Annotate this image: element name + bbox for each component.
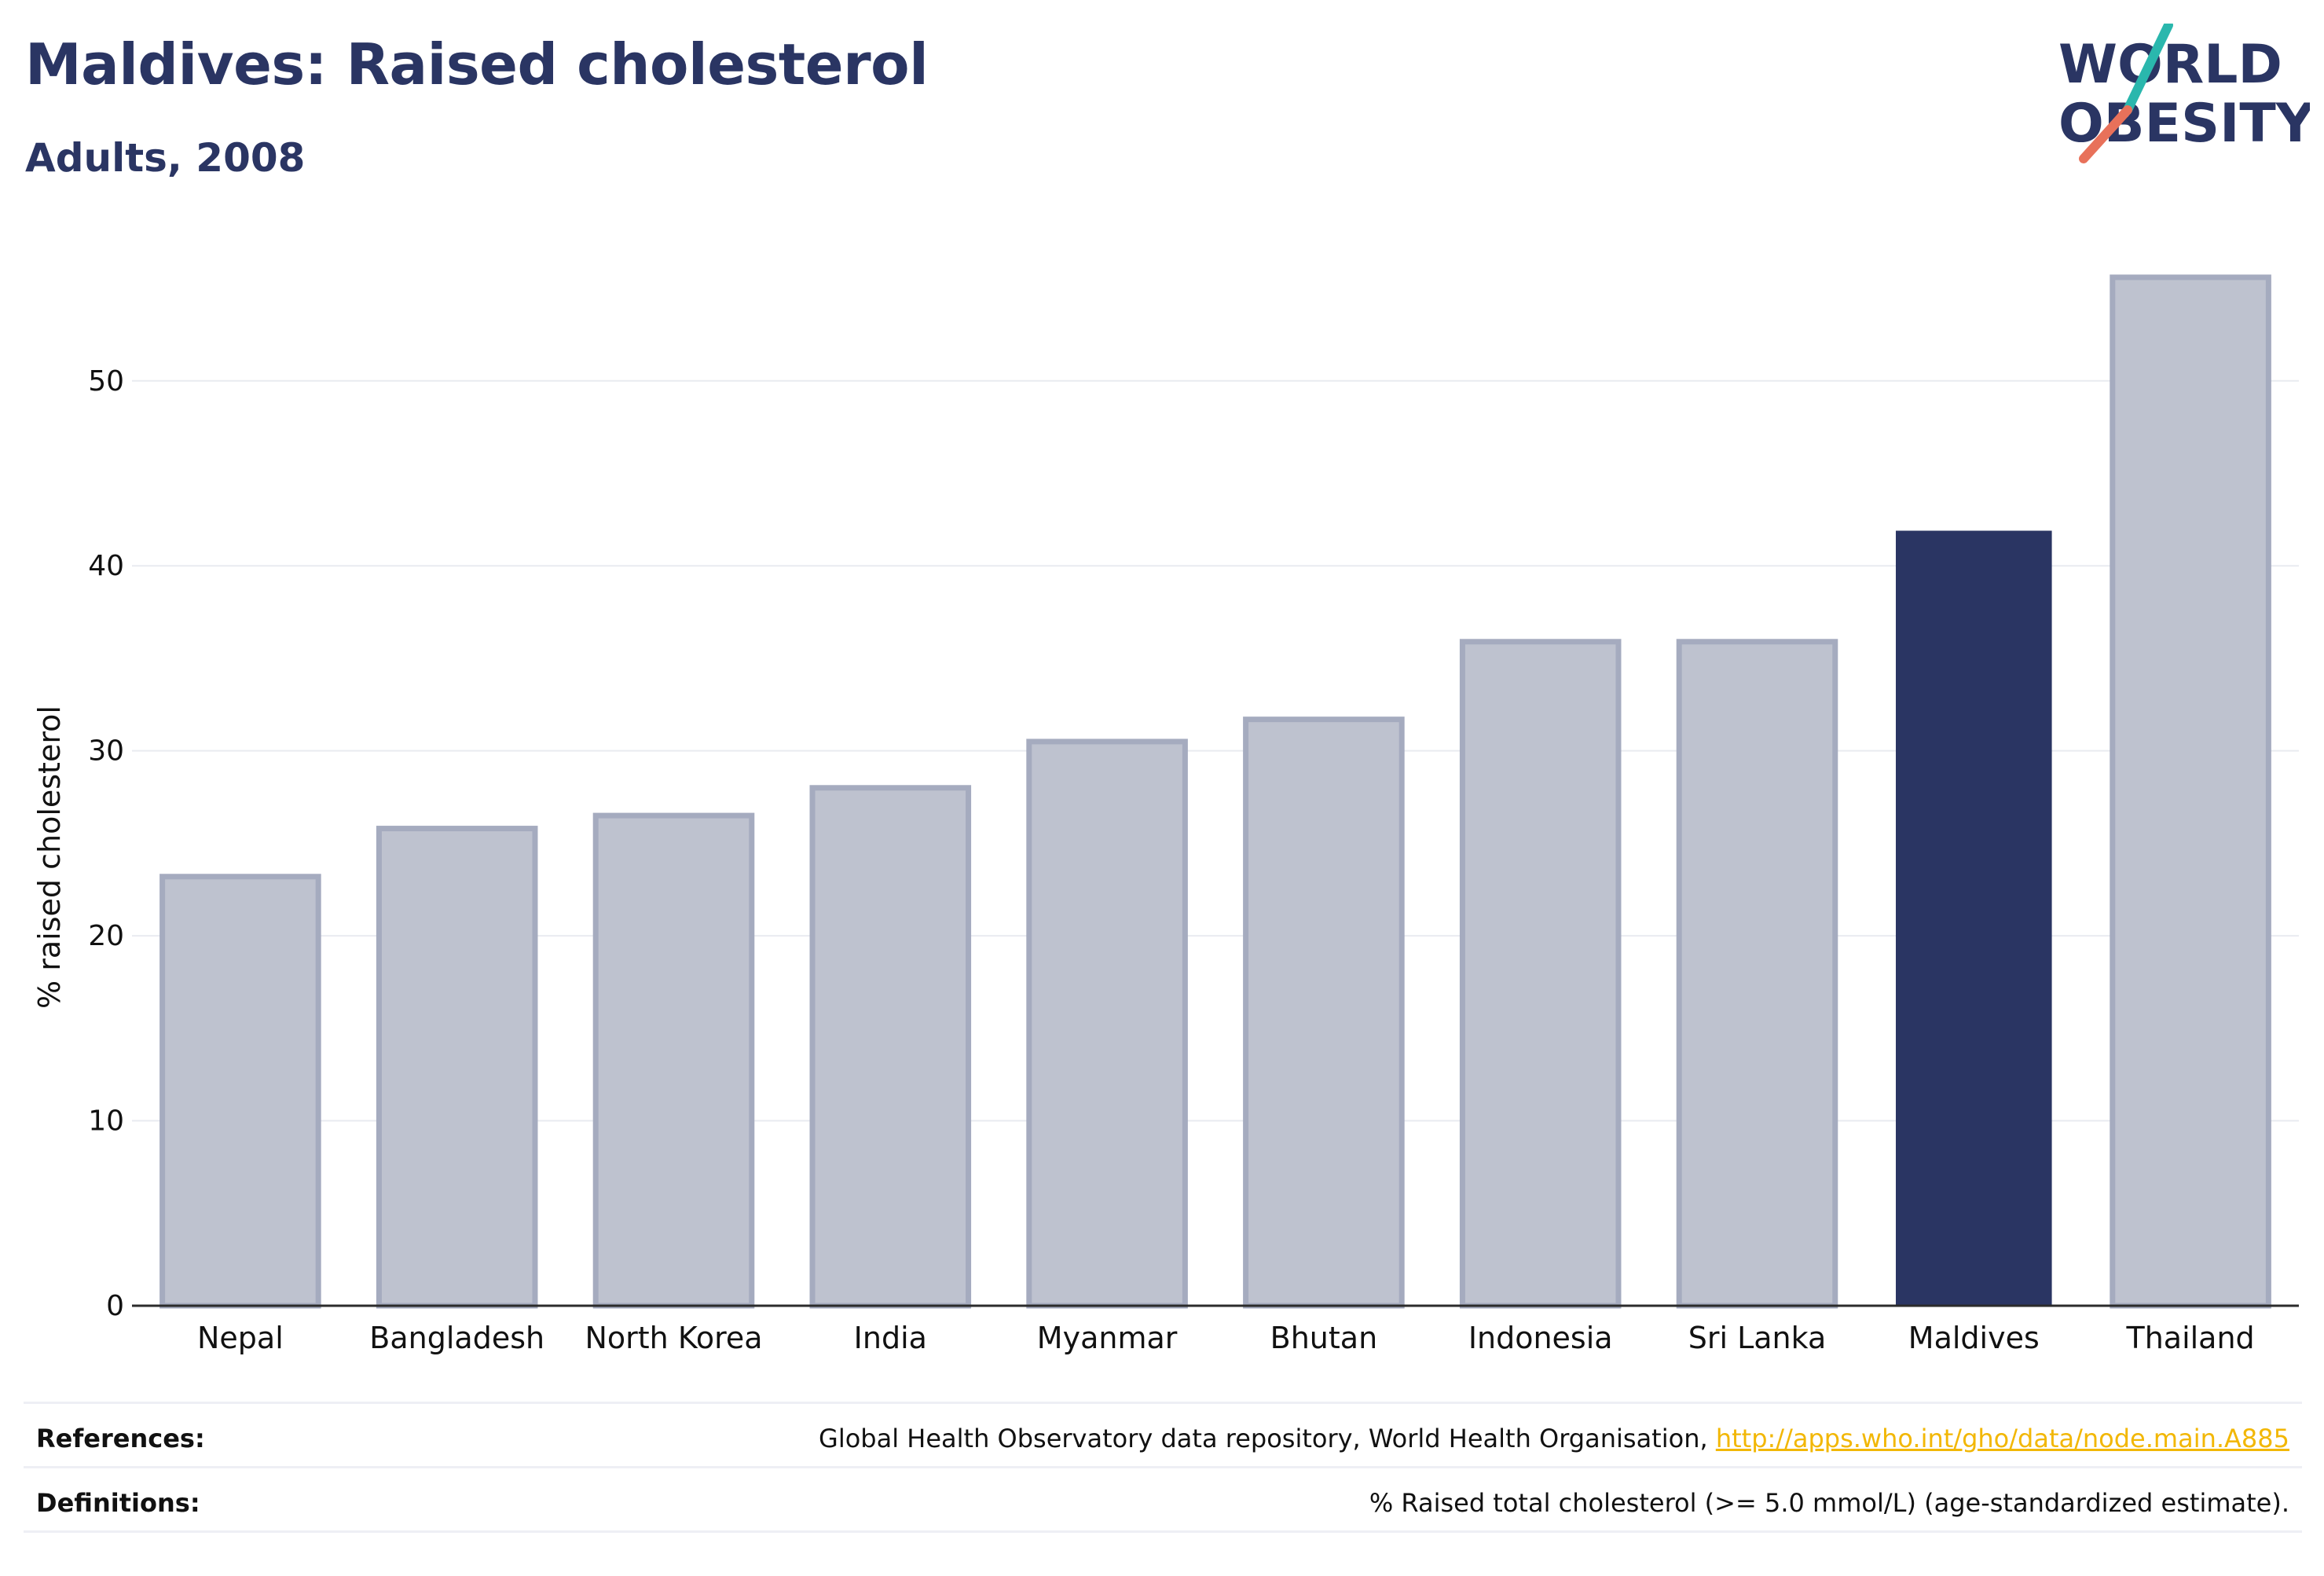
references-text: Global Health Observatory data repositor… [819, 1424, 2289, 1453]
y-tick-label: 50 [88, 365, 124, 398]
x-tick-label: India [854, 1321, 927, 1355]
logo-slash-teal [2123, 24, 2173, 115]
footer-divider-top [24, 1402, 2302, 1404]
bar-india [809, 785, 972, 1309]
y-axis-title: % raised cholesterol [32, 706, 67, 1009]
x-tick-label: Bhutan [1270, 1321, 1378, 1355]
bar-nepal [159, 874, 321, 1309]
bar-maldives [1896, 530, 2052, 1306]
bar-north-korea [592, 812, 755, 1309]
x-tick-label: Indonesia [1468, 1321, 1613, 1355]
x-tick-label: Nepal [197, 1321, 284, 1355]
x-tick-label: Maldives [1908, 1321, 2040, 1355]
bar-bhutan [1243, 717, 1405, 1309]
references-link[interactable]: http://apps.who.int/gho/data/node.main.A… [1715, 1424, 2289, 1453]
logo-slash-coral [2079, 105, 2132, 163]
footer-divider-middle [24, 1466, 2302, 1468]
x-tick-label: North Korea [585, 1321, 762, 1355]
y-tick-labels: 0 10 20 30 40 50 [88, 365, 124, 1322]
references-source: Global Health Observatory data repositor… [819, 1424, 1716, 1453]
bar-bangladesh [376, 826, 538, 1309]
page-title: Maldives: Raised cholesterol [25, 31, 929, 97]
page-subtitle: Adults, 2008 [25, 135, 306, 181]
x-tick-labels: Nepal Bangladesh North Korea India Myanmar Bh… [197, 1321, 2255, 1355]
x-tick-label: Myanmar [1037, 1321, 1178, 1355]
y-tick-label: 30 [88, 735, 124, 768]
bar-thailand [2110, 274, 2271, 1309]
y-tick-label: 20 [88, 920, 124, 952]
bar-myanmar [1026, 739, 1188, 1309]
y-tick-label: 10 [88, 1105, 124, 1138]
world-obesity-logo: WORLD OBESITY [2058, 24, 2310, 163]
y-tick-label: 40 [88, 550, 124, 582]
bars [159, 274, 2271, 1309]
x-tick-label: Thailand [2125, 1321, 2254, 1355]
definitions-label: Definitions: [36, 1488, 200, 1518]
y-tick-label: 0 [106, 1290, 124, 1322]
bar-sri-lanka [1676, 639, 1838, 1309]
bar-indonesia [1459, 639, 1622, 1309]
references-label: References: [36, 1424, 205, 1453]
definitions-text: % Raised total cholesterol (>= 5.0 mmol/… [1369, 1488, 2289, 1518]
x-tick-label: Sri Lanka [1688, 1321, 1827, 1355]
x-tick-label: Bangladesh [369, 1321, 544, 1355]
bar-chart: 0 10 20 30 40 50 Nepal Bangladesh North Korea In… [32, 274, 2299, 1355]
footer-divider-bottom [24, 1530, 2302, 1533]
logo-line1: WORLD [2058, 34, 2282, 96]
